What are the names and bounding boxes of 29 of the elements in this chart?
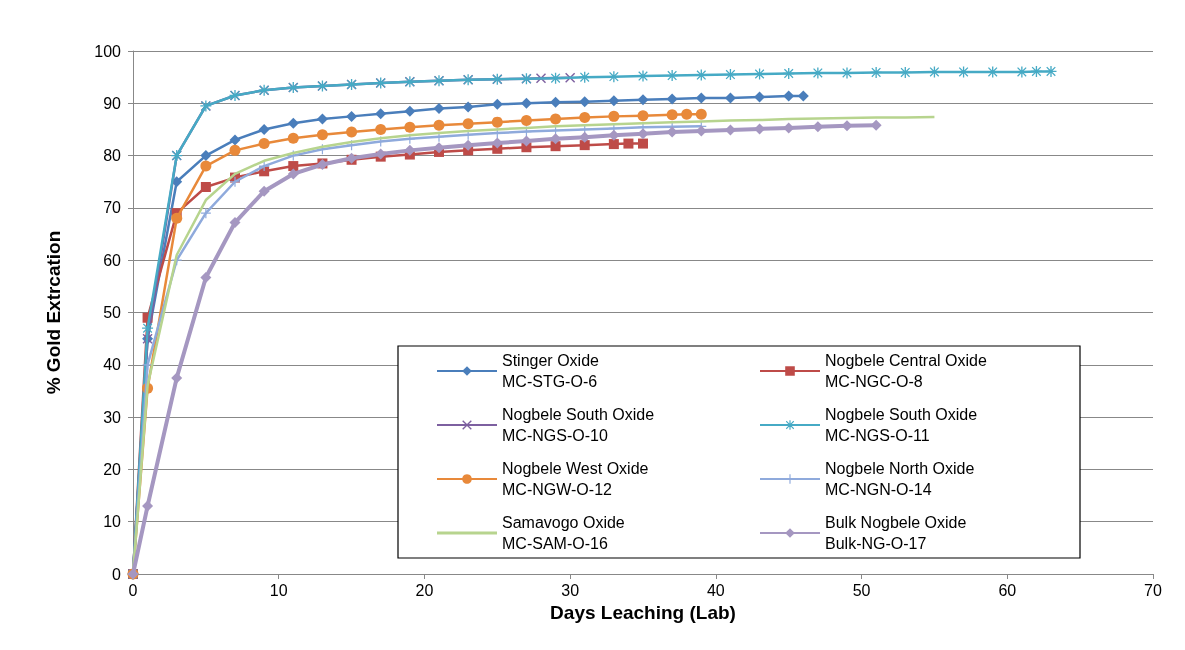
- y-tick-label: 40: [103, 356, 122, 374]
- y-tick-label: 10: [103, 513, 122, 531]
- x-axis-title: Days Leaching (Lab): [550, 601, 736, 623]
- y-tick-label: 70: [103, 199, 122, 217]
- x-tick-label: 30: [561, 581, 580, 599]
- y-tick-label: 30: [103, 408, 122, 426]
- y-tick-label: 100: [94, 42, 122, 60]
- y-tick-label: 0: [112, 565, 122, 583]
- y-tick-label: 60: [103, 251, 122, 269]
- legend-label: Nogbele North Oxide MC-NGN-O-14: [825, 460, 975, 498]
- x-tick-label: 0: [128, 581, 138, 599]
- y-axis-title: % Gold Extrcation: [43, 230, 64, 395]
- y-tick-label: 90: [103, 94, 122, 112]
- legend-label: Nogbele Central Oxide MC-NGC-O-8: [825, 352, 987, 390]
- x-tick-label: 60: [998, 581, 1017, 599]
- legend-label: Stinger Oxide MC-STG-O-6: [502, 352, 600, 390]
- x-tick-label: 50: [852, 581, 871, 599]
- y-tick-label: 50: [103, 304, 122, 321]
- x-tick-label: 40: [706, 581, 725, 599]
- x-tick-label: 70: [1144, 581, 1162, 599]
- legend-label: Nogbele South Oxide MC-NGS-O-10: [502, 406, 655, 444]
- legend-label: Samavogo Oxide MC-SAM-O-16: [502, 514, 625, 552]
- y-tick-label: 80: [103, 147, 122, 165]
- legend-label: Bulk Nogbele Oxide Bulk-NG-O-17: [825, 514, 967, 552]
- legend-label: Nogbele South Oxide MC-NGS-O-11: [825, 406, 978, 444]
- y-tick-label: 20: [103, 460, 122, 478]
- x-tick-label: 10: [269, 581, 288, 599]
- legend-label: Nogbele West Oxide MC-NGW-O-12: [502, 460, 649, 498]
- x-tick-label: 20: [415, 581, 434, 599]
